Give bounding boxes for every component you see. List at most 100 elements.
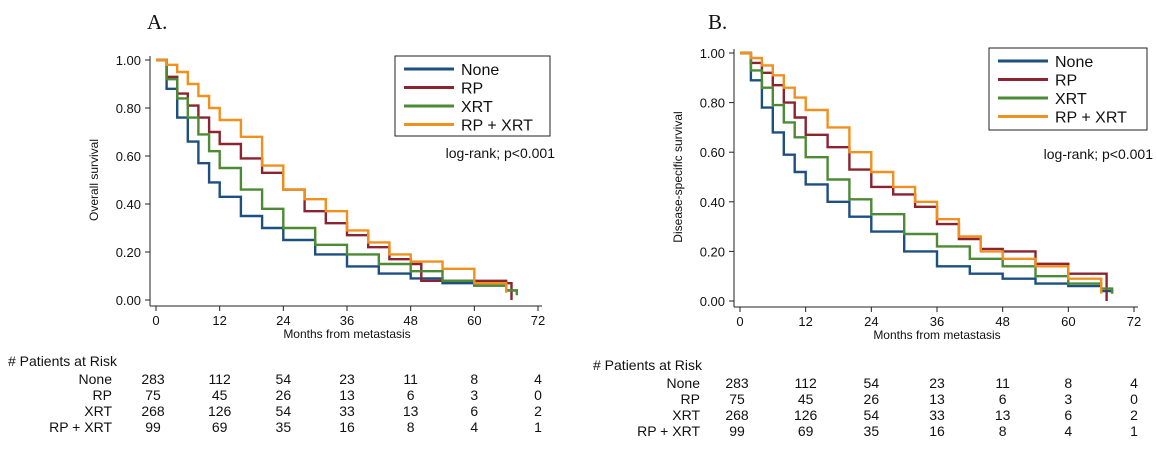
risk-row: None 283 112 54 23 11 8 4	[578, 375, 1138, 391]
risk-row-label: RP	[680, 391, 700, 407]
panel-label: A.	[147, 10, 168, 34]
risk-table-title: # Patients at Risk	[8, 353, 117, 369]
risk-row: XRT 268 126 54 33 13 6 2	[0, 403, 560, 419]
risk-count: 126	[793, 407, 818, 423]
risk-count: 3	[1064, 391, 1073, 407]
risk-row: RP 75 45 26 13 6 3 0	[0, 387, 560, 403]
risk-count: 33	[929, 407, 945, 423]
x-axis-label: Months from metastasis	[283, 327, 410, 341]
risk-count: 16	[929, 423, 945, 439]
x-tick-label: 60	[467, 313, 481, 328]
risk-count: 8	[1064, 375, 1073, 391]
y-tick-label: 1.00	[116, 53, 141, 68]
x-tick-label: 12	[798, 314, 812, 329]
risk-count: 13	[402, 403, 419, 419]
legend-label: XRT	[1055, 91, 1087, 108]
legend-label: RP	[461, 81, 483, 98]
risk-count: 13	[994, 407, 1011, 423]
y-tick-label: 0.40	[116, 197, 141, 212]
y-tick-label: 0.40	[700, 195, 725, 210]
risk-count: 112	[208, 371, 231, 387]
risk-count: 3	[470, 387, 479, 403]
risk-row-label: XRT	[84, 403, 112, 419]
risk-count: 99	[729, 423, 745, 439]
risk-count: 4	[534, 371, 542, 387]
risk-count: 8	[470, 371, 479, 387]
x-tick-label: 24	[864, 314, 878, 329]
risk-count: 283	[725, 375, 749, 391]
risk-row: None 283 112 54 23 11 8 4	[0, 371, 560, 387]
y-tick-label: 0.00	[700, 294, 725, 309]
risk-count: 2	[1130, 407, 1138, 423]
legend-label: None	[461, 62, 499, 79]
risk-count: 69	[797, 423, 814, 439]
y-axis-label: Disease-specific survival	[671, 111, 685, 242]
risk-row: RP + XRT 99 69 35 16 8 4 1	[0, 419, 560, 435]
risk-count: 99	[145, 419, 161, 435]
risk-count: 4	[1130, 375, 1138, 391]
risk-count: 6	[1064, 407, 1073, 423]
risk-count: 54	[275, 371, 292, 387]
risk-count: 23	[929, 375, 945, 391]
risk-row: XRT 268 126 54 33 13 6 2	[578, 407, 1138, 423]
risk-count: 1	[1130, 423, 1138, 439]
risk-count: 75	[729, 391, 745, 407]
risk-table-title: # Patients at Risk	[593, 357, 702, 373]
series-line-rp-xrt	[156, 58, 508, 293]
x-tick-label: 12	[212, 313, 226, 328]
x-tick-label: 48	[403, 313, 417, 328]
risk-count: 54	[863, 375, 880, 391]
legend-label: RP	[1055, 73, 1077, 90]
risk-count: 4	[1064, 423, 1073, 439]
risk-count: 0	[1130, 391, 1138, 407]
risk-count: 11	[403, 371, 418, 387]
risk-count: 283	[141, 371, 165, 387]
x-tick-label: 36	[340, 313, 354, 328]
km-chart-disease-specific-survival: 0.00 0.20 0.40 0.60 0.80 1.00 0 12 24 36 48 60 72 Mon…	[671, 46, 1153, 342]
risk-count: 35	[863, 423, 880, 439]
risk-count: 16	[339, 419, 355, 435]
panel-b: B. 0.00 0.20 0.40 0.60 0.80 1.00 0 12 24 36 48 60 72…	[578, 0, 1157, 451]
risk-row: RP 75 45 26 13 6 3 0	[578, 391, 1138, 407]
risk-count: 0	[534, 387, 542, 403]
y-axis-label: Overall survival	[87, 139, 101, 221]
risk-count: 6	[470, 403, 479, 419]
km-chart-overall-survival: 0.00 0.20 0.40 0.60 0.80 1.00 0 12 24 36 48 60 72 Mon…	[87, 53, 555, 341]
risk-count: 126	[207, 403, 232, 419]
risk-row-label: None	[78, 371, 112, 387]
legend-label: None	[1055, 54, 1093, 71]
y-tick-label: 0.20	[116, 245, 141, 260]
risk-count: 8	[406, 419, 415, 435]
panel-label: B.	[708, 10, 728, 34]
legend-label: RP + XRT	[1055, 110, 1127, 127]
y-tick-label: 1.00	[700, 46, 725, 61]
risk-count: 8	[998, 423, 1007, 439]
y-tick-label: 0.80	[700, 96, 725, 111]
risk-count: 33	[339, 403, 355, 419]
risk-count: 6	[406, 387, 415, 403]
x-tick-label: 0	[736, 314, 743, 329]
risk-row: RP + XRT 99 69 35 16 8 4 1	[578, 423, 1138, 439]
series-line-rp	[740, 51, 1108, 301]
risk-count: 23	[339, 371, 355, 387]
panel-a: A. 0.00 0.20 0.40 0.60 0.80 1.00 0 12 24 36 48 60 72…	[0, 0, 578, 451]
x-tick-label: 72	[1127, 314, 1141, 329]
risk-row-label: XRT	[672, 407, 700, 423]
risk-count: 45	[211, 387, 228, 403]
series-line-xrt	[156, 58, 518, 296]
risk-count: 6	[998, 391, 1007, 407]
x-tick-label: 36	[930, 314, 944, 329]
series-line-none	[740, 51, 1114, 294]
y-tick-label: 0.80	[116, 101, 141, 116]
y-tick-label: 0.60	[116, 149, 141, 164]
risk-count: 2	[534, 403, 542, 419]
x-tick-label: 60	[1061, 314, 1075, 329]
x-axis-label: Months from metastasis	[873, 328, 1000, 342]
risk-count: 75	[145, 387, 161, 403]
risk-row-label: None	[666, 375, 700, 391]
risk-row-label: RP	[92, 387, 112, 403]
risk-count: 26	[863, 391, 880, 407]
risk-count: 112	[794, 375, 817, 391]
legend-label: RP + XRT	[461, 118, 533, 135]
x-tick-label: 0	[152, 313, 159, 328]
